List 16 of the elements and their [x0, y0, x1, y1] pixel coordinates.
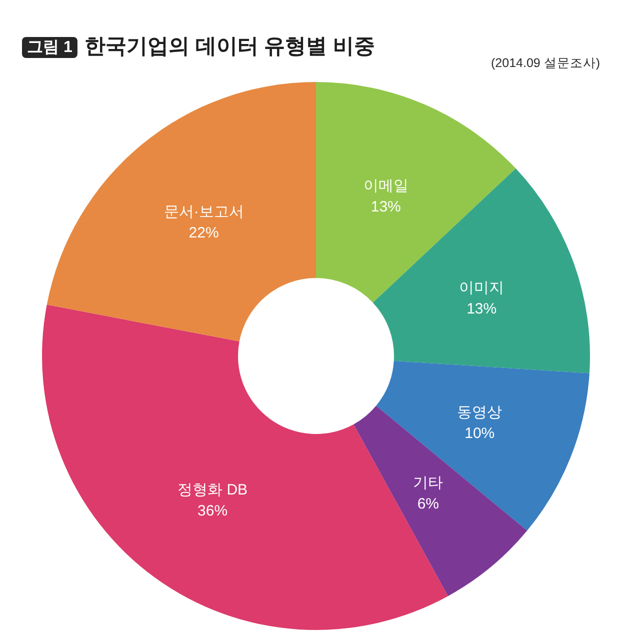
text: (2014.09 설문조사): [491, 56, 600, 70]
caption: 그림 1: [27, 39, 72, 56]
slice-label: 이메일: [363, 177, 408, 194]
data-label: 36%: [198, 502, 228, 520]
slice-label: 정형화 DB: [178, 481, 248, 498]
data-label: 13%: [370, 198, 401, 216]
badge: 그림 1: [22, 37, 78, 58]
slice-label: 이미지: [459, 279, 504, 296]
data-label: 13%: [466, 300, 497, 318]
data-label: 22%: [188, 224, 219, 242]
data-label: 6%: [417, 496, 440, 513]
chart-title: 한국기업의 데이터 유형별 비중: [84, 35, 375, 58]
slice-label: 기타: [413, 474, 444, 492]
slice-label: 문서·보고서: [164, 203, 244, 220]
data-label: 10%: [464, 424, 495, 442]
slice-label: 동영상: [457, 404, 502, 421]
